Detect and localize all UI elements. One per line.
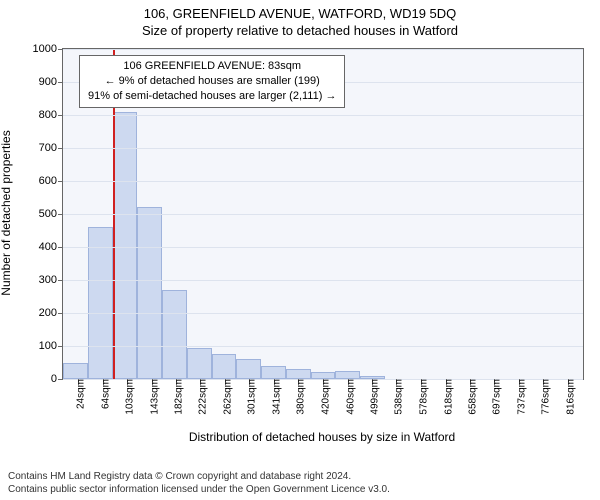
x-tick-label: 262sqm bbox=[217, 379, 234, 415]
gridline bbox=[63, 115, 583, 116]
page-subtitle: Size of property relative to detached ho… bbox=[0, 21, 600, 38]
gridline bbox=[63, 181, 583, 182]
y-tick-mark bbox=[58, 346, 63, 347]
gridline bbox=[63, 148, 583, 149]
histogram-bar bbox=[187, 348, 212, 379]
gridline bbox=[63, 280, 583, 281]
info-box: 106 GREENFIELD AVENUE: 83sqm ← 9% of det… bbox=[79, 55, 345, 108]
x-tick-label: 420sqm bbox=[315, 379, 332, 415]
x-tick-label: 658sqm bbox=[462, 379, 479, 415]
histogram-bar bbox=[311, 372, 336, 379]
y-tick-mark bbox=[58, 82, 63, 83]
figure-container: { "layout": { "width": 600, "height": 50… bbox=[0, 0, 600, 500]
y-tick-mark bbox=[58, 181, 63, 182]
histogram-bar bbox=[113, 112, 138, 379]
histogram-bar bbox=[63, 363, 88, 380]
x-tick-label: 24sqm bbox=[69, 379, 86, 409]
histogram-bar bbox=[286, 369, 311, 379]
x-tick-label: 64sqm bbox=[94, 379, 111, 409]
y-tick-mark bbox=[58, 214, 63, 215]
y-tick-mark bbox=[58, 313, 63, 314]
x-tick-label: 143sqm bbox=[143, 379, 160, 415]
histogram-bar bbox=[137, 207, 162, 379]
gridline bbox=[63, 346, 583, 347]
x-tick-label: 538sqm bbox=[388, 379, 405, 415]
info-line-3: 91% of semi-detached houses are larger (… bbox=[88, 89, 336, 104]
info-line-2: ← 9% of detached houses are smaller (199… bbox=[88, 74, 336, 89]
histogram-bar bbox=[212, 354, 237, 379]
y-tick-mark bbox=[58, 115, 63, 116]
footer: Contains HM Land Registry data © Crown c… bbox=[8, 470, 592, 496]
histogram-bar bbox=[261, 366, 286, 379]
gridline bbox=[63, 247, 583, 248]
x-tick-label: 697sqm bbox=[486, 379, 503, 415]
histogram-bar bbox=[236, 359, 261, 379]
x-tick-label: 460sqm bbox=[339, 379, 356, 415]
x-tick-label: 618sqm bbox=[437, 379, 454, 415]
x-axis-label: Distribution of detached houses by size … bbox=[62, 430, 582, 444]
y-tick-mark bbox=[58, 148, 63, 149]
x-tick-label: 499sqm bbox=[363, 379, 380, 415]
histogram-bar bbox=[162, 290, 187, 379]
histogram-chart: 01002003004005006007008009001000 24sqm64… bbox=[62, 48, 584, 380]
x-tick-label: 222sqm bbox=[192, 379, 209, 415]
gridline bbox=[63, 49, 583, 50]
x-tick-label: 103sqm bbox=[118, 379, 135, 415]
y-tick-mark bbox=[58, 49, 63, 50]
y-tick-mark bbox=[58, 379, 63, 380]
info-line-1: 106 GREENFIELD AVENUE: 83sqm bbox=[88, 59, 336, 74]
x-tick-label: 816sqm bbox=[560, 379, 577, 415]
y-tick-mark bbox=[58, 247, 63, 248]
x-tick-label: 341sqm bbox=[266, 379, 283, 415]
histogram-bar bbox=[88, 227, 113, 379]
gridline bbox=[63, 313, 583, 314]
x-tick-label: 301sqm bbox=[241, 379, 258, 415]
page-title: 106, GREENFIELD AVENUE, WATFORD, WD19 5D… bbox=[0, 0, 600, 21]
x-tick-label: 380sqm bbox=[290, 379, 307, 415]
x-tick-label: 737sqm bbox=[511, 379, 528, 415]
footer-line-2: Contains public sector information licen… bbox=[8, 483, 592, 496]
footer-line-1: Contains HM Land Registry data © Crown c… bbox=[8, 470, 592, 483]
x-tick-label: 182sqm bbox=[167, 379, 184, 415]
y-tick-mark bbox=[58, 280, 63, 281]
gridline bbox=[63, 214, 583, 215]
histogram-bar bbox=[335, 371, 360, 379]
y-axis-label: Number of detached properties bbox=[0, 130, 13, 295]
x-tick-label: 776sqm bbox=[535, 379, 552, 415]
x-tick-label: 578sqm bbox=[412, 379, 429, 415]
